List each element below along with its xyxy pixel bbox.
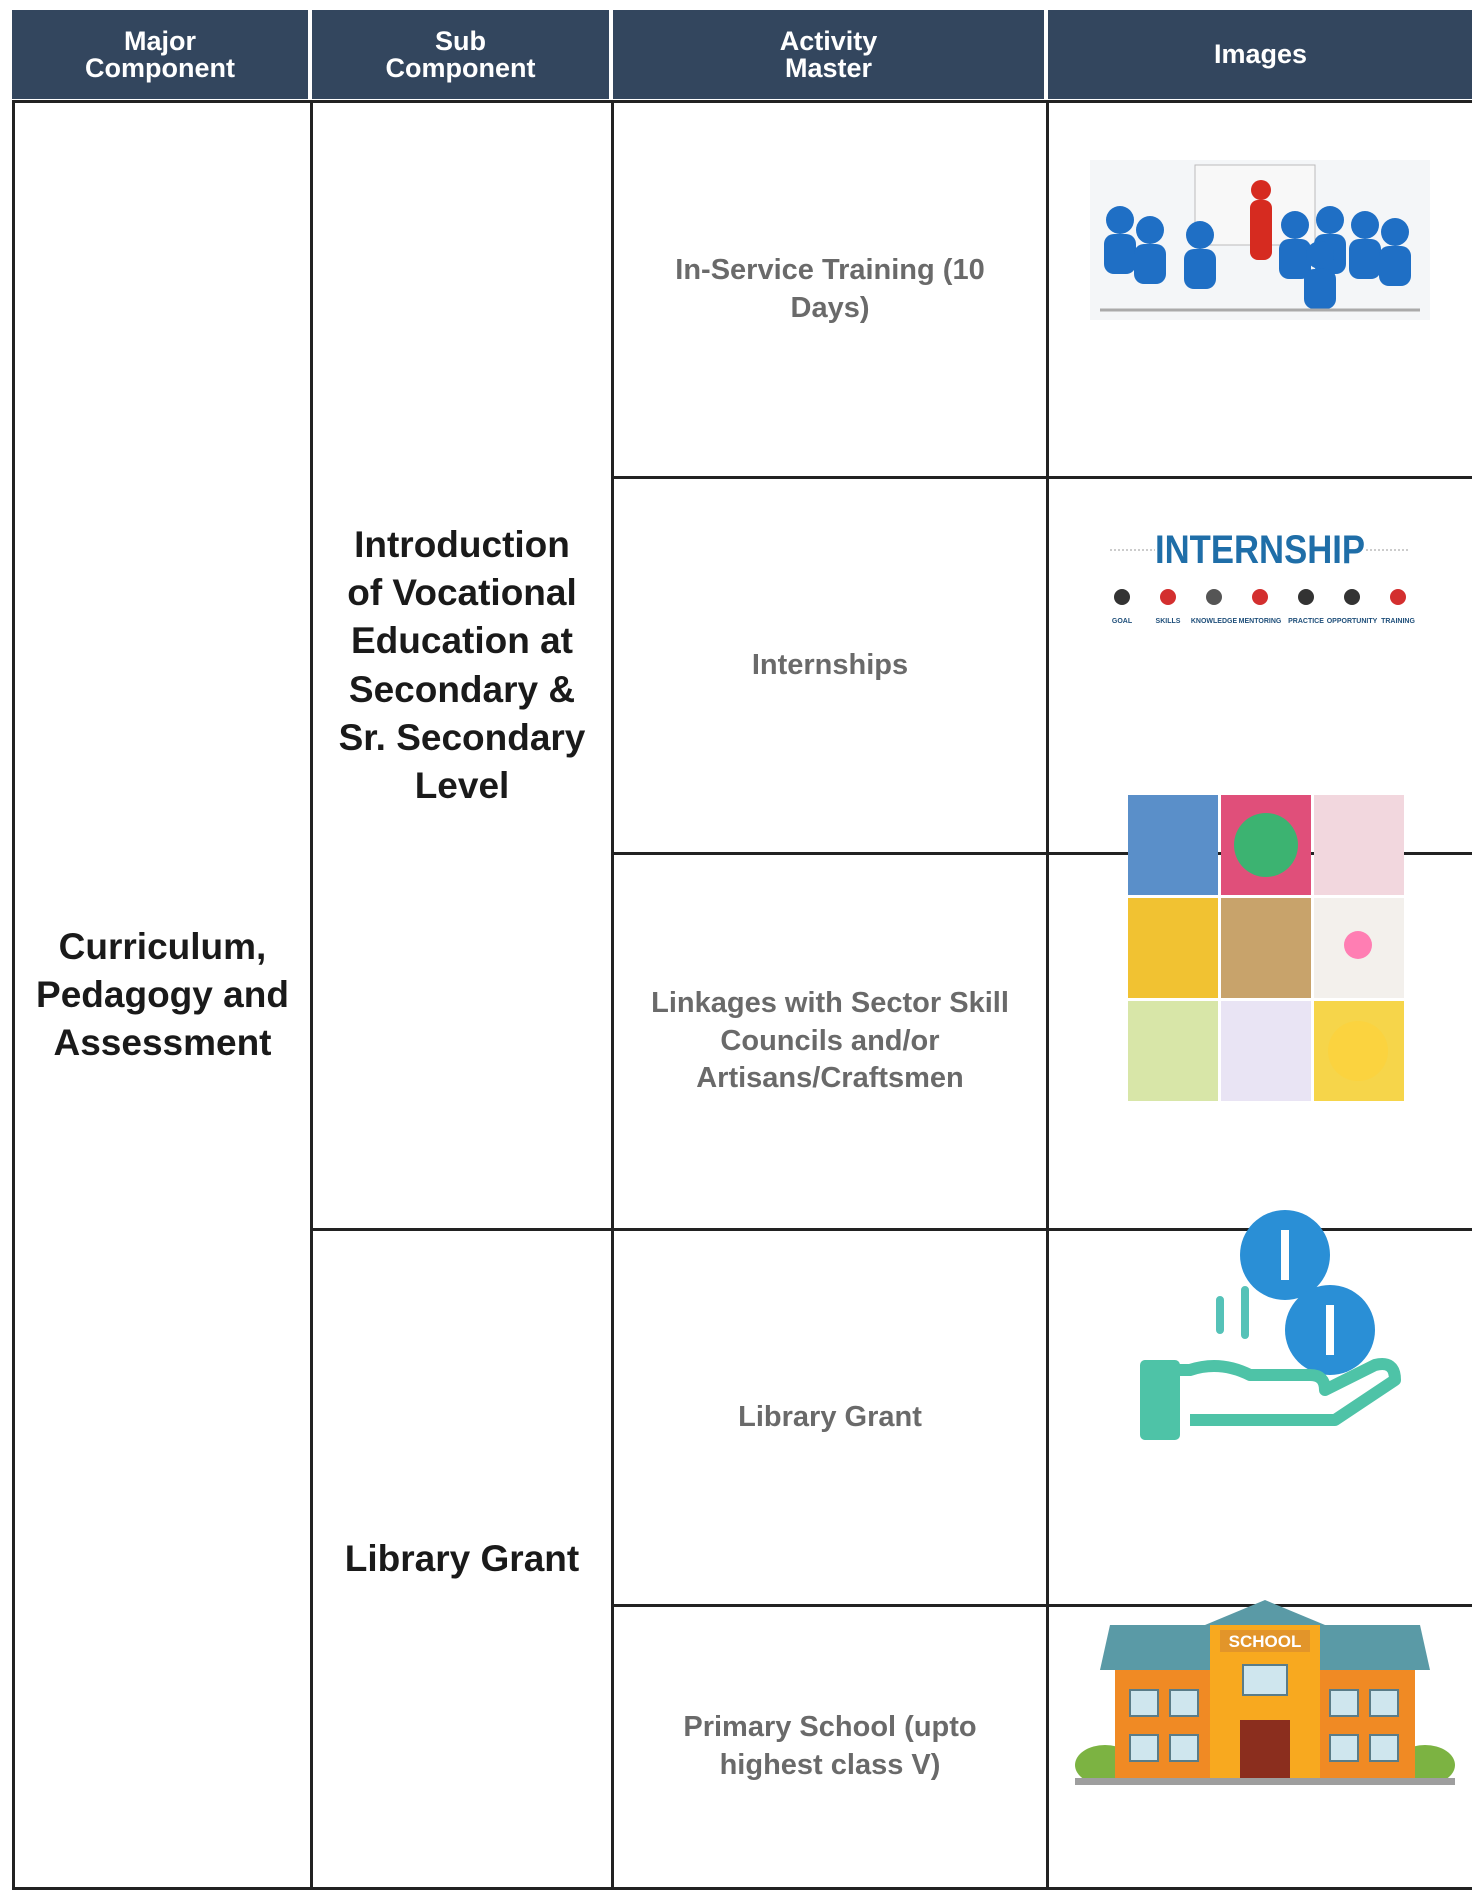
header-cell-text: Activity Master — [779, 25, 878, 83]
activity-text: In-Service Training (10 Days) — [675, 253, 985, 324]
activity-text: Library Grant — [738, 1400, 922, 1433]
internship-title: INTERNSHIP — [1155, 528, 1365, 572]
internship-label: SKILLS — [1156, 618, 1181, 625]
internship-label: OPPORTUNITY — [1327, 618, 1378, 625]
internship-icon — [1390, 589, 1406, 605]
crafts-image — [1128, 795, 1404, 1101]
activity-text: Internships — [751, 648, 909, 681]
activity: Linkages with Sector Skill Councils and/… — [611, 852, 1049, 1231]
header-cell: Activity Master — [613, 10, 1044, 99]
header-cell: Images — [1048, 10, 1472, 99]
activity: Internships — [611, 476, 1049, 855]
header-cell-text: Images — [1213, 39, 1308, 69]
school-sign: SCHOOL — [1229, 1632, 1302, 1651]
training-image — [1090, 160, 1430, 320]
internship-label: PRACTICE — [1288, 618, 1324, 625]
internship-icon — [1298, 589, 1314, 605]
activity-text: Linkages with Sector Skill Councils and/… — [651, 986, 1009, 1095]
internship-label: GOAL — [1112, 618, 1133, 625]
sub-component: Library Grant — [310, 1228, 614, 1890]
internship-label: TRAINING — [1381, 618, 1415, 625]
activity: Primary School (upto highest class V) — [611, 1604, 1049, 1890]
sub-component-text: Introduction of Vocational Education at … — [338, 524, 586, 806]
activity-text: Primary School (upto highest class V) — [683, 1711, 977, 1781]
grant-image — [1140, 1210, 1401, 1440]
internship-label: KNOWLEDGE — [1191, 618, 1238, 625]
school-image: SCHOOL — [1075, 1600, 1455, 1785]
internship-icon — [1344, 589, 1360, 605]
header-cell: Sub Component — [312, 10, 609, 99]
major-component-text: Curriculum, Pedagogy and Assessment — [36, 925, 289, 1064]
sub-component: Introduction of Vocational Education at … — [310, 100, 614, 1231]
activity: Library Grant — [611, 1228, 1049, 1607]
internship-label: MENTORING — [1239, 618, 1282, 625]
internship-icon — [1252, 589, 1268, 605]
internship-image: INTERNSHIP GOAL SKILLS KNOWLEDGE MENTORING P… — [1110, 528, 1415, 625]
header-cell-text: Major Component — [85, 25, 235, 83]
sub-component-text: Library Grant — [344, 1537, 580, 1579]
internship-icon — [1160, 589, 1176, 605]
header-cell: Major Component — [12, 10, 308, 99]
internship-icon — [1206, 589, 1222, 605]
internship-icon — [1114, 589, 1130, 605]
header-cell-text: Sub Component — [385, 25, 536, 83]
major-component: Curriculum, Pedagogy and Assessment — [12, 100, 313, 1890]
activity: In-Service Training (10 Days) — [611, 100, 1049, 479]
